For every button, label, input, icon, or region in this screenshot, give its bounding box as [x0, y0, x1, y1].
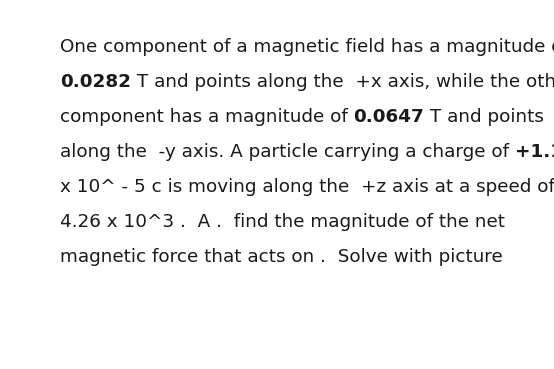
Text: along the  -y axis. A particle carrying a charge of: along the -y axis. A particle carrying a… — [60, 143, 515, 161]
Text: T and points along the  +x axis, while the other: T and points along the +x axis, while th… — [131, 73, 554, 91]
Text: 0.0647: 0.0647 — [353, 108, 424, 126]
Text: x 10^ - 5 c is moving along the  +z axis at a speed of: x 10^ - 5 c is moving along the +z axis … — [60, 178, 554, 196]
Text: component has a magnitude of: component has a magnitude of — [60, 108, 353, 126]
Text: 4.26 x 10^3 .  A .  find the magnitude of the net: 4.26 x 10^3 . A . find the magnitude of … — [60, 213, 505, 231]
Text: magnetic force that acts on .  Solve with picture: magnetic force that acts on . Solve with… — [60, 248, 502, 266]
Text: +1.16: +1.16 — [515, 143, 554, 161]
Text: One component of a magnetic field has a magnitude of: One component of a magnetic field has a … — [60, 38, 554, 56]
Text: 0.0282: 0.0282 — [60, 73, 131, 91]
Text: T and points: T and points — [424, 108, 545, 126]
